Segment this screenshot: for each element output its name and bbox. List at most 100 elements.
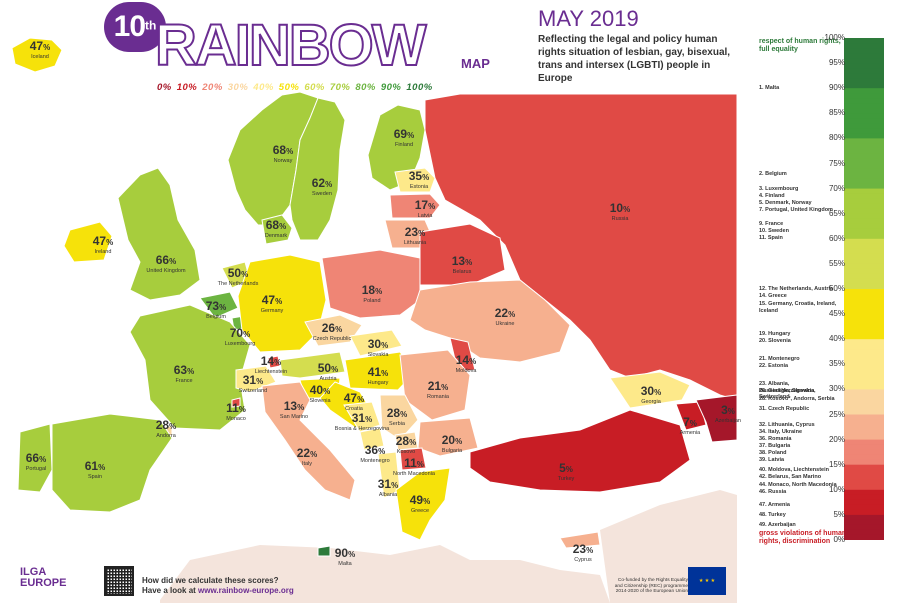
legend-bar-segment	[844, 283, 884, 290]
header-scale-label: 60%	[304, 82, 325, 93]
legend-bar-segment	[844, 48, 884, 54]
legend-bar-segment	[844, 208, 884, 215]
legend-bar-segment	[844, 294, 884, 300]
country-shape-germany[interactable]	[237, 254, 327, 353]
legend-bar-segment	[844, 143, 884, 149]
legend-bar-segment	[844, 389, 884, 395]
legend-bar-segment	[844, 329, 884, 335]
country-shape-italy[interactable]	[261, 381, 356, 501]
legend-bar-segment	[844, 354, 884, 360]
header-scale-label: 20%	[202, 82, 223, 93]
legend-bar-segment	[844, 429, 884, 436]
country-shape-kosovo[interactable]	[394, 431, 419, 451]
legend-bar-segment	[844, 359, 884, 365]
country-shape-bulgaria[interactable]	[417, 417, 479, 457]
legend-bar-segment	[844, 163, 884, 170]
land-africa	[160, 545, 610, 603]
legend-bar-segment	[844, 434, 884, 441]
country-shape-monaco[interactable]	[231, 397, 241, 408]
eu-flag-icon: ★ ★ ★	[688, 567, 726, 595]
legend-tick: 60%	[828, 233, 845, 243]
country-shape-belgium[interactable]	[199, 291, 239, 319]
legend-bar-segment	[844, 309, 884, 315]
legend-rank-entry: 11. Spain	[759, 234, 783, 241]
legend-rank-entry: 5. Denmark, Norway	[759, 199, 812, 206]
country-shape-armenia[interactable]	[675, 401, 707, 431]
country-shape-ireland[interactable]	[63, 221, 113, 263]
country-shape-bosnia-herzegovina[interactable]	[343, 401, 381, 433]
country-shape-slovakia[interactable]	[349, 329, 403, 357]
country-shape-greece[interactable]	[395, 467, 451, 541]
country-shape-estonia[interactable]	[394, 167, 436, 193]
legend-bar-segment	[844, 379, 884, 385]
country-shape-austria[interactable]	[279, 351, 346, 379]
country-shape-iceland[interactable]	[11, 37, 63, 73]
legend-bar-segment	[844, 529, 884, 536]
country-shape-turkey[interactable]	[469, 409, 691, 493]
country-shape-portugal[interactable]	[17, 423, 53, 493]
qr-code-icon[interactable]	[104, 566, 134, 596]
legend-bar-segment	[844, 534, 884, 540]
legend-bar-segment	[844, 153, 884, 159]
country-shape-spain[interactable]	[51, 413, 173, 513]
country-shape-ukraine[interactable]	[409, 279, 571, 363]
legend-bar-segment	[844, 98, 884, 104]
legend-bar-segment	[844, 63, 884, 69]
country-shape-france[interactable]	[129, 304, 251, 431]
legend-rank-entry: 39. Latvia	[759, 456, 785, 463]
legend-rank-entry: 21. Montenegro	[759, 356, 800, 363]
legend-bar-segment	[844, 213, 884, 220]
country-shape-montenegro[interactable]	[359, 427, 385, 451]
legend-bar-segment	[844, 113, 884, 119]
country-shape-denmark[interactable]	[261, 214, 293, 245]
country-shape-latvia[interactable]	[389, 193, 441, 219]
legend-rank-entry: 7. Portugal, United Kingdom	[759, 206, 833, 213]
legend-bar-segment	[844, 424, 884, 431]
country-shape-liechtenstein[interactable]	[267, 355, 281, 369]
country-shape-north-macedonia[interactable]	[399, 447, 427, 471]
legend-bar-segment	[844, 203, 884, 210]
legend-bar-segment	[844, 489, 884, 496]
legend-bar-segment	[844, 334, 884, 340]
country-shape-cyprus[interactable]	[559, 531, 601, 549]
legend-rank-entry: 22. Estonia	[759, 363, 789, 370]
legend-tick: 50%	[828, 284, 845, 293]
footer-link[interactable]: www.rainbow-europe.org	[198, 586, 294, 595]
legend-bar-segment	[844, 278, 884, 285]
legend-bar-segment	[844, 108, 884, 114]
country-shape-georgia[interactable]	[609, 371, 691, 409]
country-shape-sweden[interactable]	[289, 97, 346, 241]
legend-bar-segment	[844, 138, 884, 144]
legend-bar-segment	[844, 514, 884, 521]
legend-bar-segment	[844, 369, 884, 375]
header-scale-label: 0%	[157, 82, 172, 93]
legend-rank-entry: 32. Lithuania, Cyprus	[759, 421, 815, 428]
country-shape-serbia[interactable]	[379, 394, 419, 441]
legend-bar-segment	[844, 78, 884, 84]
legend-bar-segment	[844, 133, 884, 139]
legend-rank-entry: 37. Bulgaria	[759, 442, 791, 449]
legend-bar-segment	[844, 218, 884, 225]
ilga-line2: EUROPE	[20, 577, 67, 589]
header-scale-label: 70%	[329, 82, 351, 93]
country-shape-czech-republic[interactable]	[304, 314, 363, 347]
legend-rank-entry: 1. Malta	[759, 85, 780, 92]
legend-tick: 25%	[828, 409, 845, 419]
legend-bar-segment	[844, 258, 884, 265]
legend-tick: 10%	[828, 484, 845, 494]
country-shape-belarus[interactable]	[419, 223, 506, 286]
header-scale-label: 50%	[278, 82, 300, 93]
country-shape-azerbaijan[interactable]	[695, 394, 738, 443]
legend-bar-segment	[844, 83, 884, 89]
legend-tick: 75%	[828, 158, 845, 168]
legend-bar-segment	[844, 409, 884, 415]
country-shape-poland[interactable]	[321, 249, 421, 319]
legend-bar-segment	[844, 469, 884, 476]
country-shape-united-kingdom[interactable]	[117, 167, 201, 301]
legend-bottom-label: gross violations of human rights, discri…	[759, 530, 847, 545]
country-shape-malta[interactable]	[317, 545, 331, 557]
legend-rank-entry: 26. Georgia, Slovakia	[759, 388, 815, 395]
header-scale-label: 100%	[406, 82, 433, 93]
legend-bar-segment	[844, 123, 884, 129]
legend-bar-segment	[844, 399, 884, 405]
